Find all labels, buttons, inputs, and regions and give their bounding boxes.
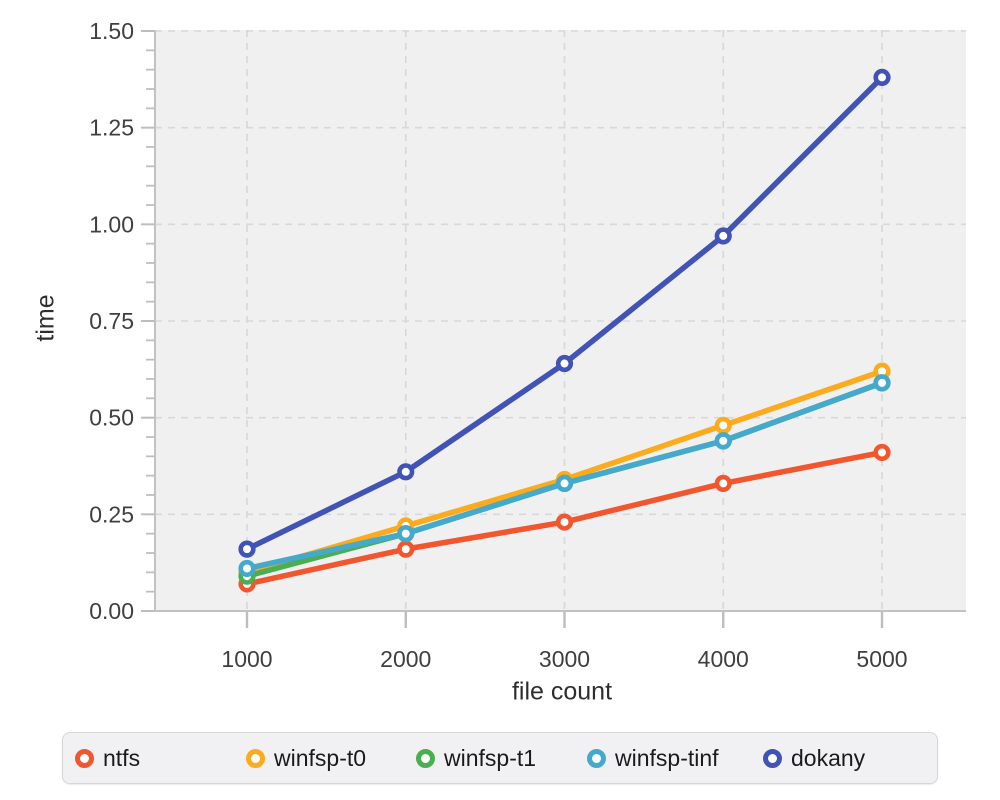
legend-label-dokany: dokany — [791, 744, 866, 771]
plot-canvas: 0.00 0.25 0.50 0.75 1.00 1.25 1.50 1000 2000 3000… — [89, 18, 966, 672]
legend-marker-ntfs — [75, 748, 94, 768]
data-point-winfsp-tinf — [714, 432, 732, 450]
y-tick-label: 1.00 — [89, 211, 134, 237]
y-tick-label: 0.25 — [89, 501, 134, 527]
legend-item-winfsp-tinf: winfsp-tinf — [587, 733, 719, 783]
data-point-winfsp-t0 — [714, 416, 732, 435]
legend-item-dokany: dokany — [763, 733, 865, 783]
data-point-dokany — [397, 463, 415, 481]
legend-label-winfsp-t0: winfsp-t0 — [274, 744, 367, 771]
x-tick-label: 1000 — [221, 646, 272, 672]
data-point-winfsp-tinf — [397, 525, 415, 543]
y-tick-label: 0.50 — [89, 405, 134, 431]
y-tick-label: 1.50 — [89, 18, 134, 44]
y-tick-label: 0.75 — [89, 308, 134, 334]
chart-legend: ntfs winfsp-t0 winfsp-t1 winfsp-tinf dokany — [62, 732, 938, 784]
legend-marker-winfsp-t0 — [246, 748, 265, 768]
data-point-winfsp-tinf — [873, 374, 891, 392]
x-tick-label: 2000 — [380, 646, 431, 672]
data-point-winfsp-tinf — [555, 474, 574, 493]
legend-marker-winfsp-tinf — [587, 748, 606, 768]
data-point-ntfs — [714, 474, 732, 493]
data-point-ntfs — [555, 513, 574, 531]
legend-item-winfsp-t1: winfsp-t1 — [416, 733, 536, 783]
legend-item-ntfs: ntfs — [75, 733, 140, 783]
data-point-dokany — [873, 68, 891, 86]
data-point-ntfs — [873, 443, 891, 462]
x-axis-title: file count — [511, 677, 613, 706]
legend-label-winfsp-tinf: winfsp-tinf — [615, 744, 719, 771]
x-tick-label: 3000 — [539, 646, 590, 672]
data-point-dokany — [714, 227, 732, 245]
legend-marker-dokany — [763, 748, 782, 768]
y-tick-label: 1.25 — [89, 115, 134, 141]
x-tick-label: 4000 — [698, 646, 749, 672]
legend-label-winfsp-t1: winfsp-t1 — [444, 744, 537, 771]
data-point-winfsp-tinf — [238, 559, 256, 578]
legend-label-ntfs: ntfs — [103, 744, 141, 771]
y-axis-title: time — [31, 294, 60, 342]
y-tick-label: 0.00 — [89, 598, 134, 624]
data-point-ntfs — [397, 540, 415, 558]
data-point-dokany — [555, 354, 574, 373]
data-point-dokany — [238, 540, 256, 558]
legend-marker-winfsp-t1 — [416, 748, 435, 768]
x-tick-label: 5000 — [856, 646, 907, 672]
legend-item-winfsp-t0: winfsp-t0 — [246, 733, 366, 783]
